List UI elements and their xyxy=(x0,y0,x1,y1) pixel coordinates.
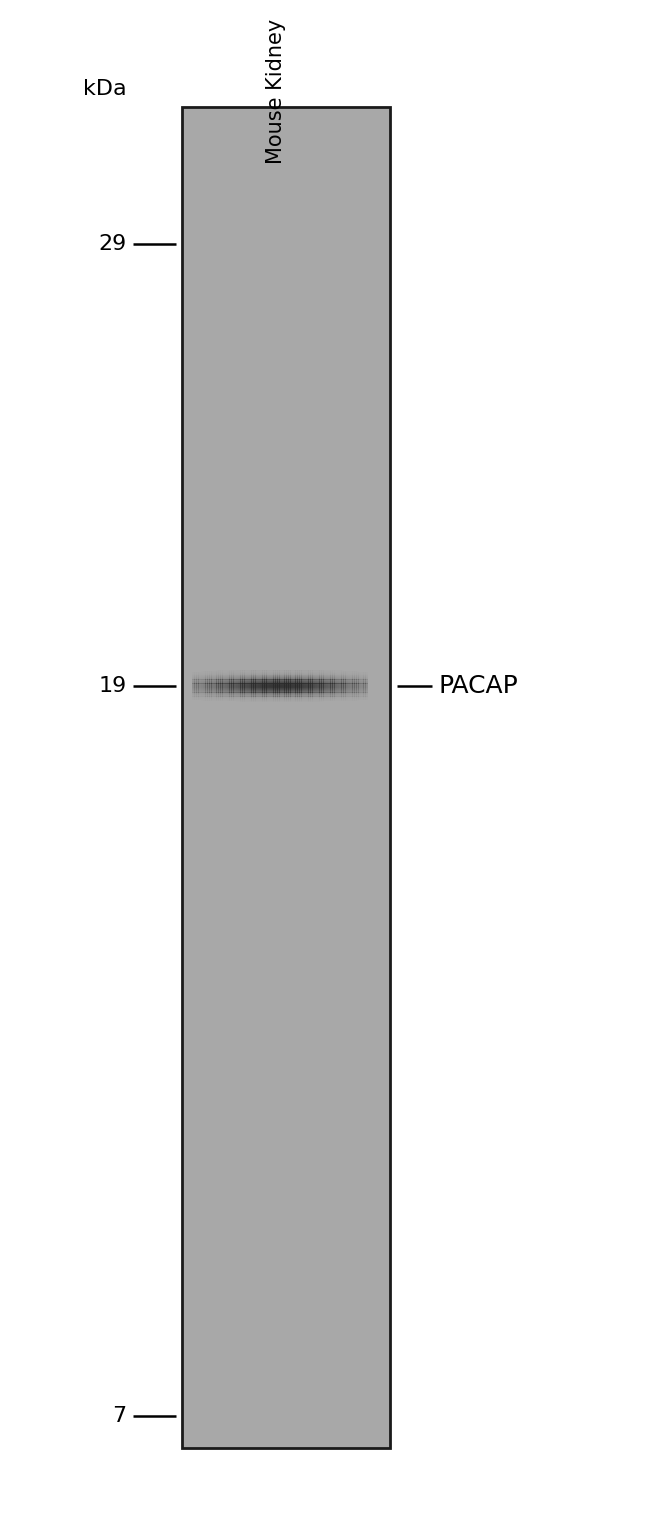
Bar xyxy=(182,107,390,1448)
Text: 19: 19 xyxy=(99,676,127,696)
Text: Mouse Kidney: Mouse Kidney xyxy=(266,18,286,164)
Text: 7: 7 xyxy=(112,1406,127,1426)
Text: kDa: kDa xyxy=(83,80,127,100)
Text: 29: 29 xyxy=(99,234,127,254)
Text: PACAP: PACAP xyxy=(439,674,519,699)
